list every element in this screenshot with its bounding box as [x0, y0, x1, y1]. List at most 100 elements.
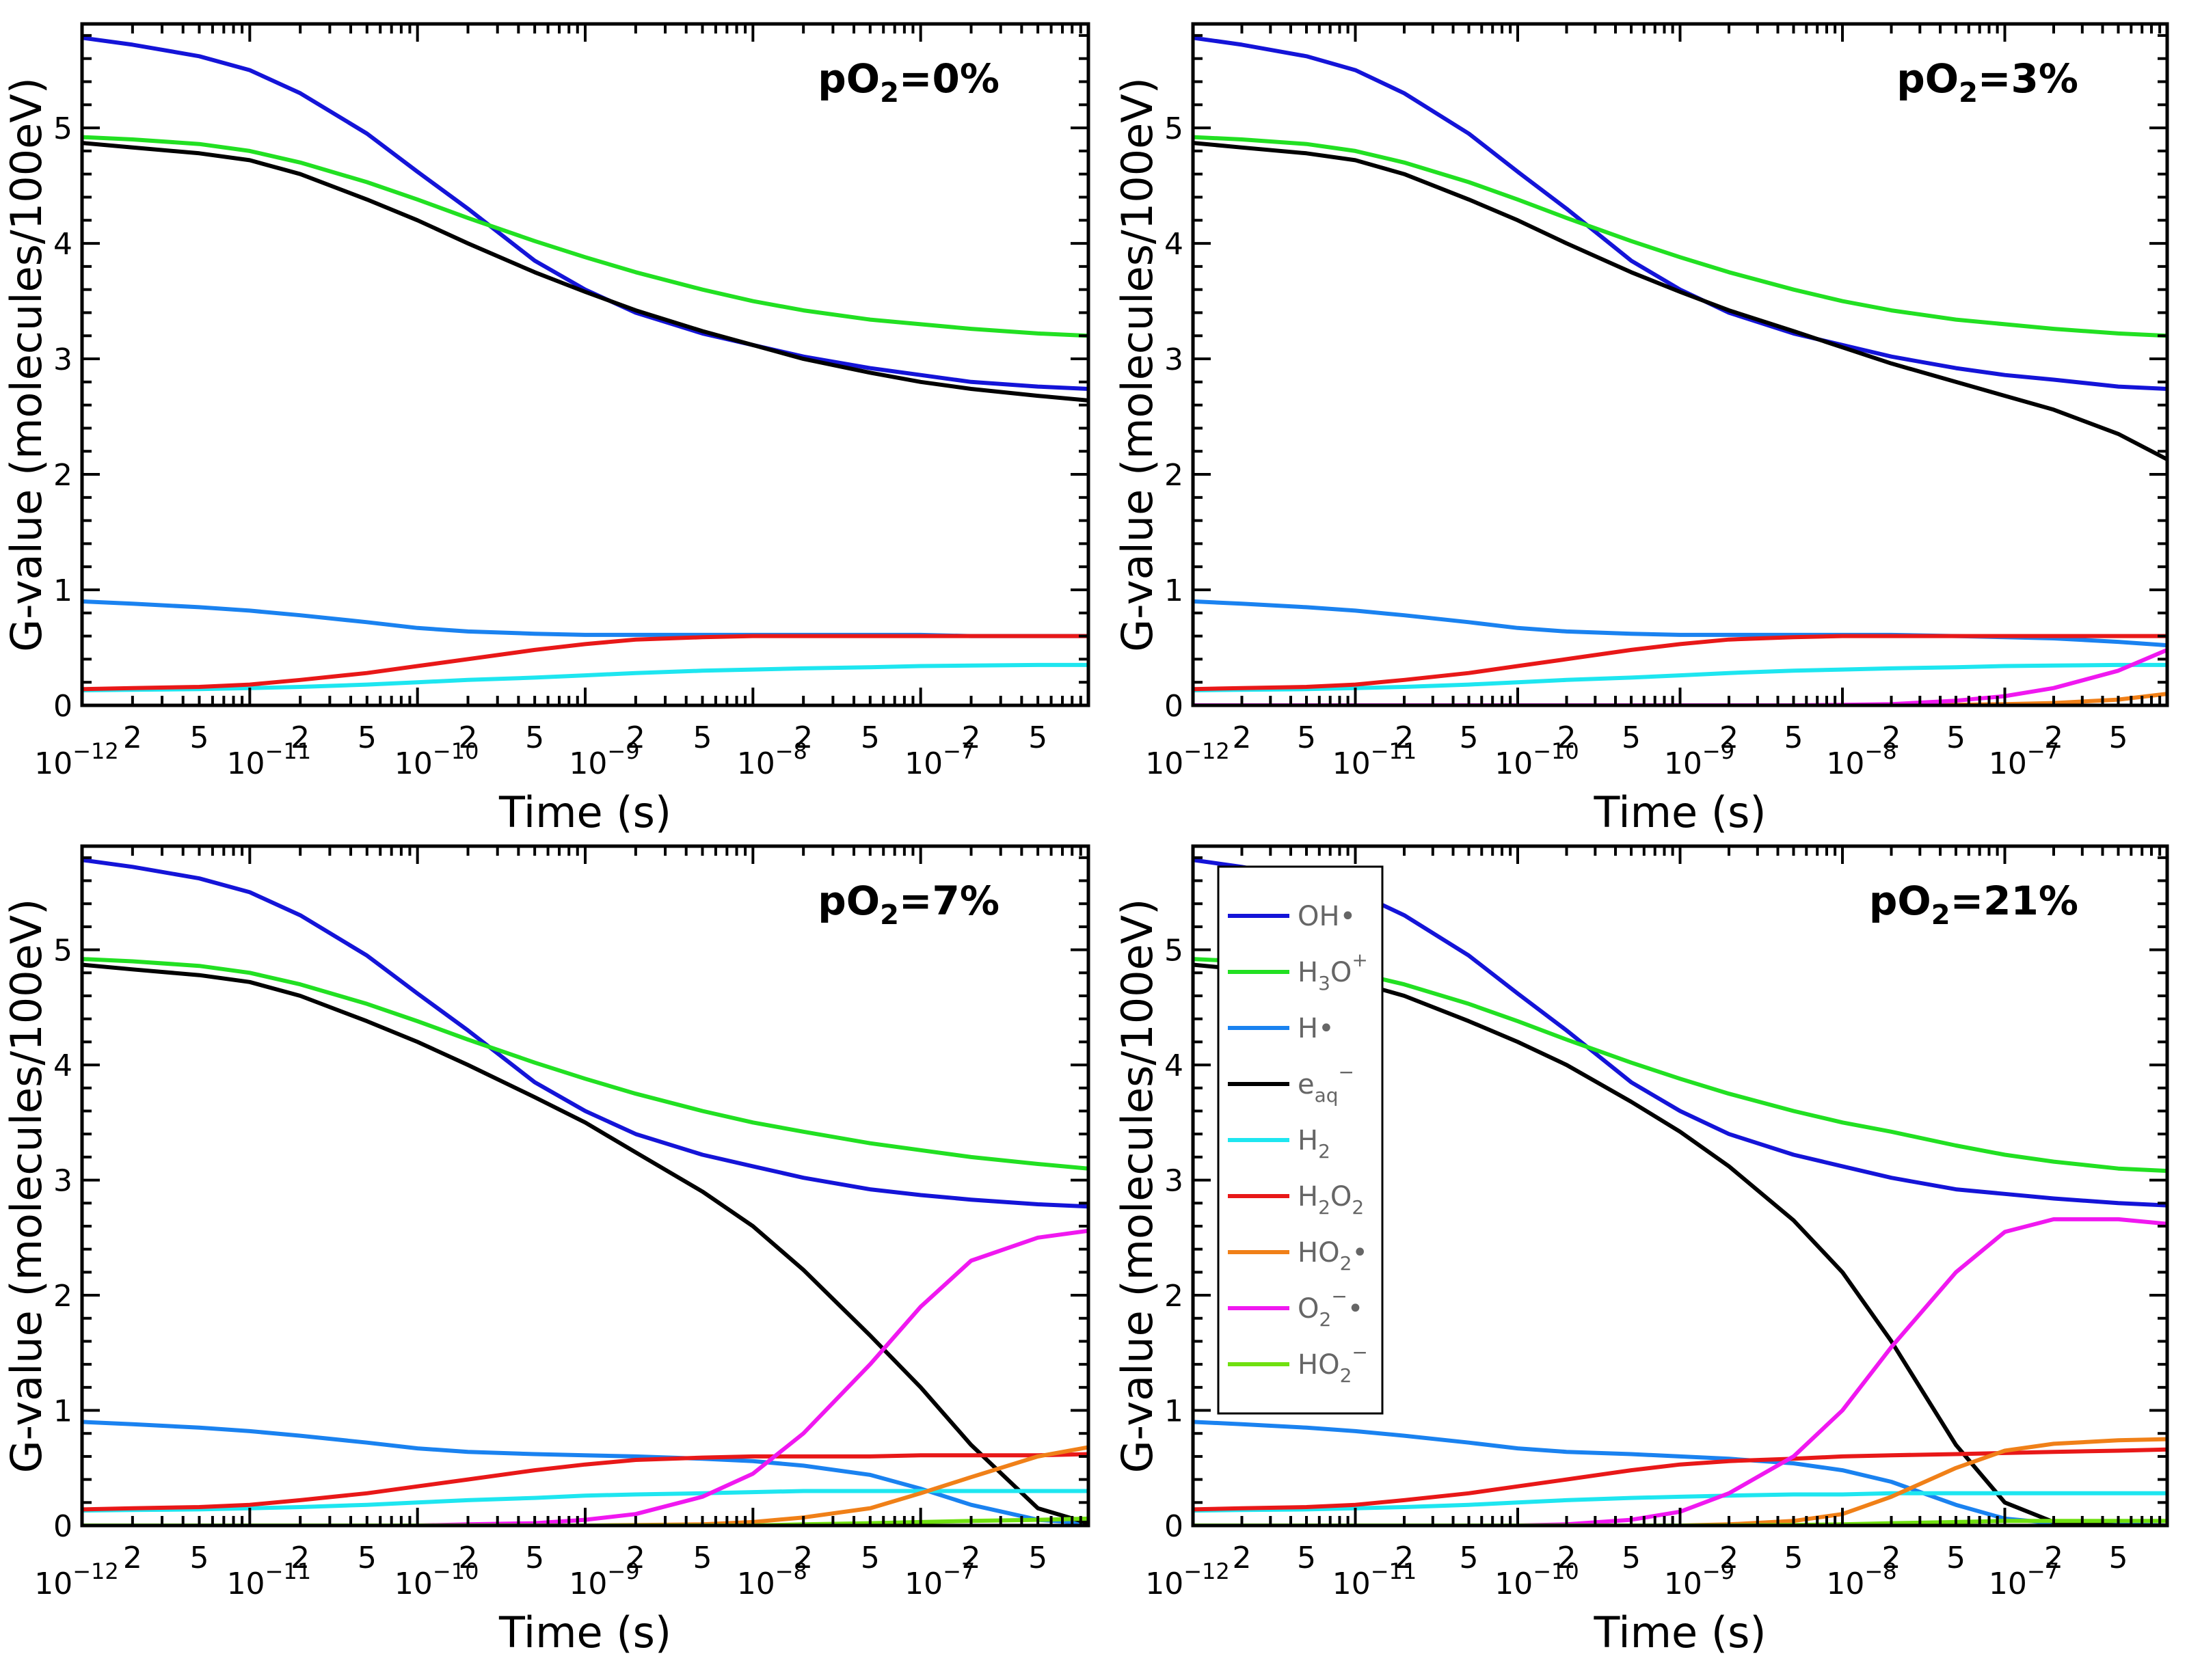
- series-line-h2o2: [82, 1452, 1088, 1512]
- x-decade-label: 10−7: [1989, 738, 2059, 781]
- series-line-e-aq: [82, 141, 1088, 403]
- y-tick-label: 4: [1164, 1048, 1183, 1083]
- x-minor-label: 5: [1784, 720, 1803, 755]
- x-decade-label: 10−10: [394, 1558, 479, 1601]
- legend-label: H•: [1298, 1013, 1334, 1044]
- x-minor-label: 5: [2109, 720, 2128, 755]
- x-minor-label: 5: [189, 1541, 209, 1575]
- x-minor-label: 2: [794, 1541, 813, 1575]
- x-decade-label: 10−11: [227, 738, 312, 781]
- y-axis: 0 1 2 3 4 5: [1164, 33, 2167, 724]
- x-minor-label: 5: [525, 720, 544, 755]
- plot-frame: [1191, 22, 2169, 707]
- x-minor-label: 2: [1719, 720, 1739, 755]
- legend: OH• H3O+ H• eaq− H2 H2O2 HO2• O2−• HO2−: [1217, 865, 1384, 1415]
- y-tick-label: 4: [53, 1048, 72, 1083]
- y-tick-label: 4: [53, 227, 72, 262]
- y-tick-label: 0: [1164, 1509, 1183, 1544]
- x-minor-label: 5: [1297, 720, 1316, 755]
- series-line-e-aq: [1193, 141, 2167, 462]
- series-group: [82, 858, 1088, 1526]
- series-line-h3o-: [82, 135, 1088, 338]
- x-minor-label: 2: [2044, 720, 2063, 755]
- series-group: [1193, 36, 2167, 705]
- x-minor-label: 2: [459, 720, 478, 755]
- x-decade-label: 10−7: [1989, 1558, 2059, 1601]
- x-minor-label: 2: [291, 1541, 310, 1575]
- legend-label: HO2•: [1298, 1237, 1368, 1275]
- panel-title: pO2=0%: [818, 55, 999, 109]
- x-minor-label: 5: [1297, 1541, 1316, 1575]
- x-decade-label: 10−11: [1332, 738, 1417, 781]
- y-tick-label: 0: [53, 689, 72, 724]
- x-minor-label: 2: [794, 720, 813, 755]
- x-minor-label: 2: [626, 1541, 645, 1575]
- x-minor-label: 2: [2044, 1541, 2063, 1575]
- y-axis: 0 1 2 3 4 5: [53, 856, 1088, 1544]
- y-tick-label: 5: [1164, 934, 1183, 968]
- x-axis: 10−12 2 510−112 510−102 510−92 510−82 510−72 5: [1145, 846, 2162, 1601]
- x-decade-label: 10−10: [1494, 738, 1579, 781]
- series-line-h2o2: [1193, 1447, 2167, 1512]
- x-minor-label: 2: [962, 1541, 981, 1575]
- series-line-oh: [82, 858, 1088, 1209]
- x-decade-label: 10−7: [904, 1558, 975, 1601]
- legend-label: H2: [1298, 1125, 1330, 1163]
- x-minor-label: 2: [123, 1541, 142, 1575]
- y-tick-label: 3: [1164, 342, 1183, 377]
- y-tick-label: 5: [53, 934, 72, 968]
- series-line-oh: [1193, 36, 2167, 391]
- series-line-h2o2: [82, 634, 1088, 692]
- x-minor-label: 5: [1622, 1541, 1641, 1575]
- x-decade-label: 10−7: [904, 738, 975, 781]
- x-minor-label: 5: [1946, 720, 1965, 755]
- x-minor-label: 2: [626, 720, 645, 755]
- x-minor-label: 2: [1881, 720, 1901, 755]
- x-minor-label: 5: [1622, 720, 1641, 755]
- x-decade-label: 10−12: [1145, 1558, 1230, 1601]
- x-decade-label: 10−12: [1145, 738, 1230, 781]
- series-line-ho2: [82, 1445, 1088, 1526]
- x-minor-label: 2: [1557, 720, 1576, 755]
- series-line-h2o2: [1193, 634, 2167, 692]
- x-decade-label: 10−10: [394, 738, 479, 781]
- y-tick-label: 5: [53, 111, 72, 146]
- x-axis-title: Time (s): [498, 787, 671, 837]
- y-tick-label: 1: [53, 573, 72, 608]
- legend-label: HO2−: [1298, 1341, 1368, 1387]
- y-axis-title: G-value (molecules/100eV): [1, 77, 51, 652]
- x-minor-label: 5: [1460, 720, 1479, 755]
- y-tick-label: 0: [53, 1509, 72, 1544]
- x-minor-label: 2: [1232, 1541, 1251, 1575]
- x-decade-label: 10−8: [1826, 1558, 1896, 1601]
- y-tick-label: 2: [53, 1279, 72, 1314]
- x-decade-label: 10−8: [737, 738, 807, 781]
- y-axis-title: G-value (molecules/100eV): [1112, 899, 1162, 1474]
- x-minor-label: 2: [1557, 1541, 1576, 1575]
- x-axis: 10−12 2 510−112 510−102 510−92 510−82 510−72 5: [1145, 24, 2162, 781]
- legend-label: OH•: [1298, 901, 1356, 932]
- x-minor-label: 2: [1395, 720, 1414, 755]
- x-decade-label: 10−8: [737, 1558, 807, 1601]
- series-line-e-aq: [82, 962, 1088, 1526]
- series-line-h3o-: [1193, 135, 2167, 338]
- series-line-o2-: [82, 1228, 1088, 1526]
- x-decade-label: 10−9: [1664, 1558, 1734, 1601]
- x-minor-label: 5: [2109, 1541, 2128, 1575]
- x-axis: 10−12 2 510−112 510−102 510−92 510−82 510−72 5: [34, 846, 1082, 1601]
- y-tick-label: 1: [1164, 1394, 1183, 1429]
- legend-label: O2−•: [1298, 1285, 1363, 1331]
- y-axis-title: G-value (molecules/100eV): [1, 899, 51, 1474]
- x-minor-label: 2: [123, 720, 142, 755]
- series-line-h: [82, 1420, 1088, 1526]
- panel-title: pO2=21%: [1869, 878, 2078, 931]
- x-minor-label: 2: [1395, 1541, 1414, 1575]
- x-decade-label: 10−9: [569, 738, 639, 781]
- legend-label: H3O+: [1298, 949, 1368, 994]
- x-minor-label: 5: [1946, 1541, 1965, 1575]
- series-line-ho2: [1193, 1437, 2167, 1526]
- y-tick-label: 3: [1164, 1164, 1183, 1199]
- y-tick-label: 4: [1164, 227, 1183, 262]
- x-axis-title: Time (s): [1593, 787, 1766, 837]
- x-decade-label: 10−11: [1332, 1558, 1417, 1601]
